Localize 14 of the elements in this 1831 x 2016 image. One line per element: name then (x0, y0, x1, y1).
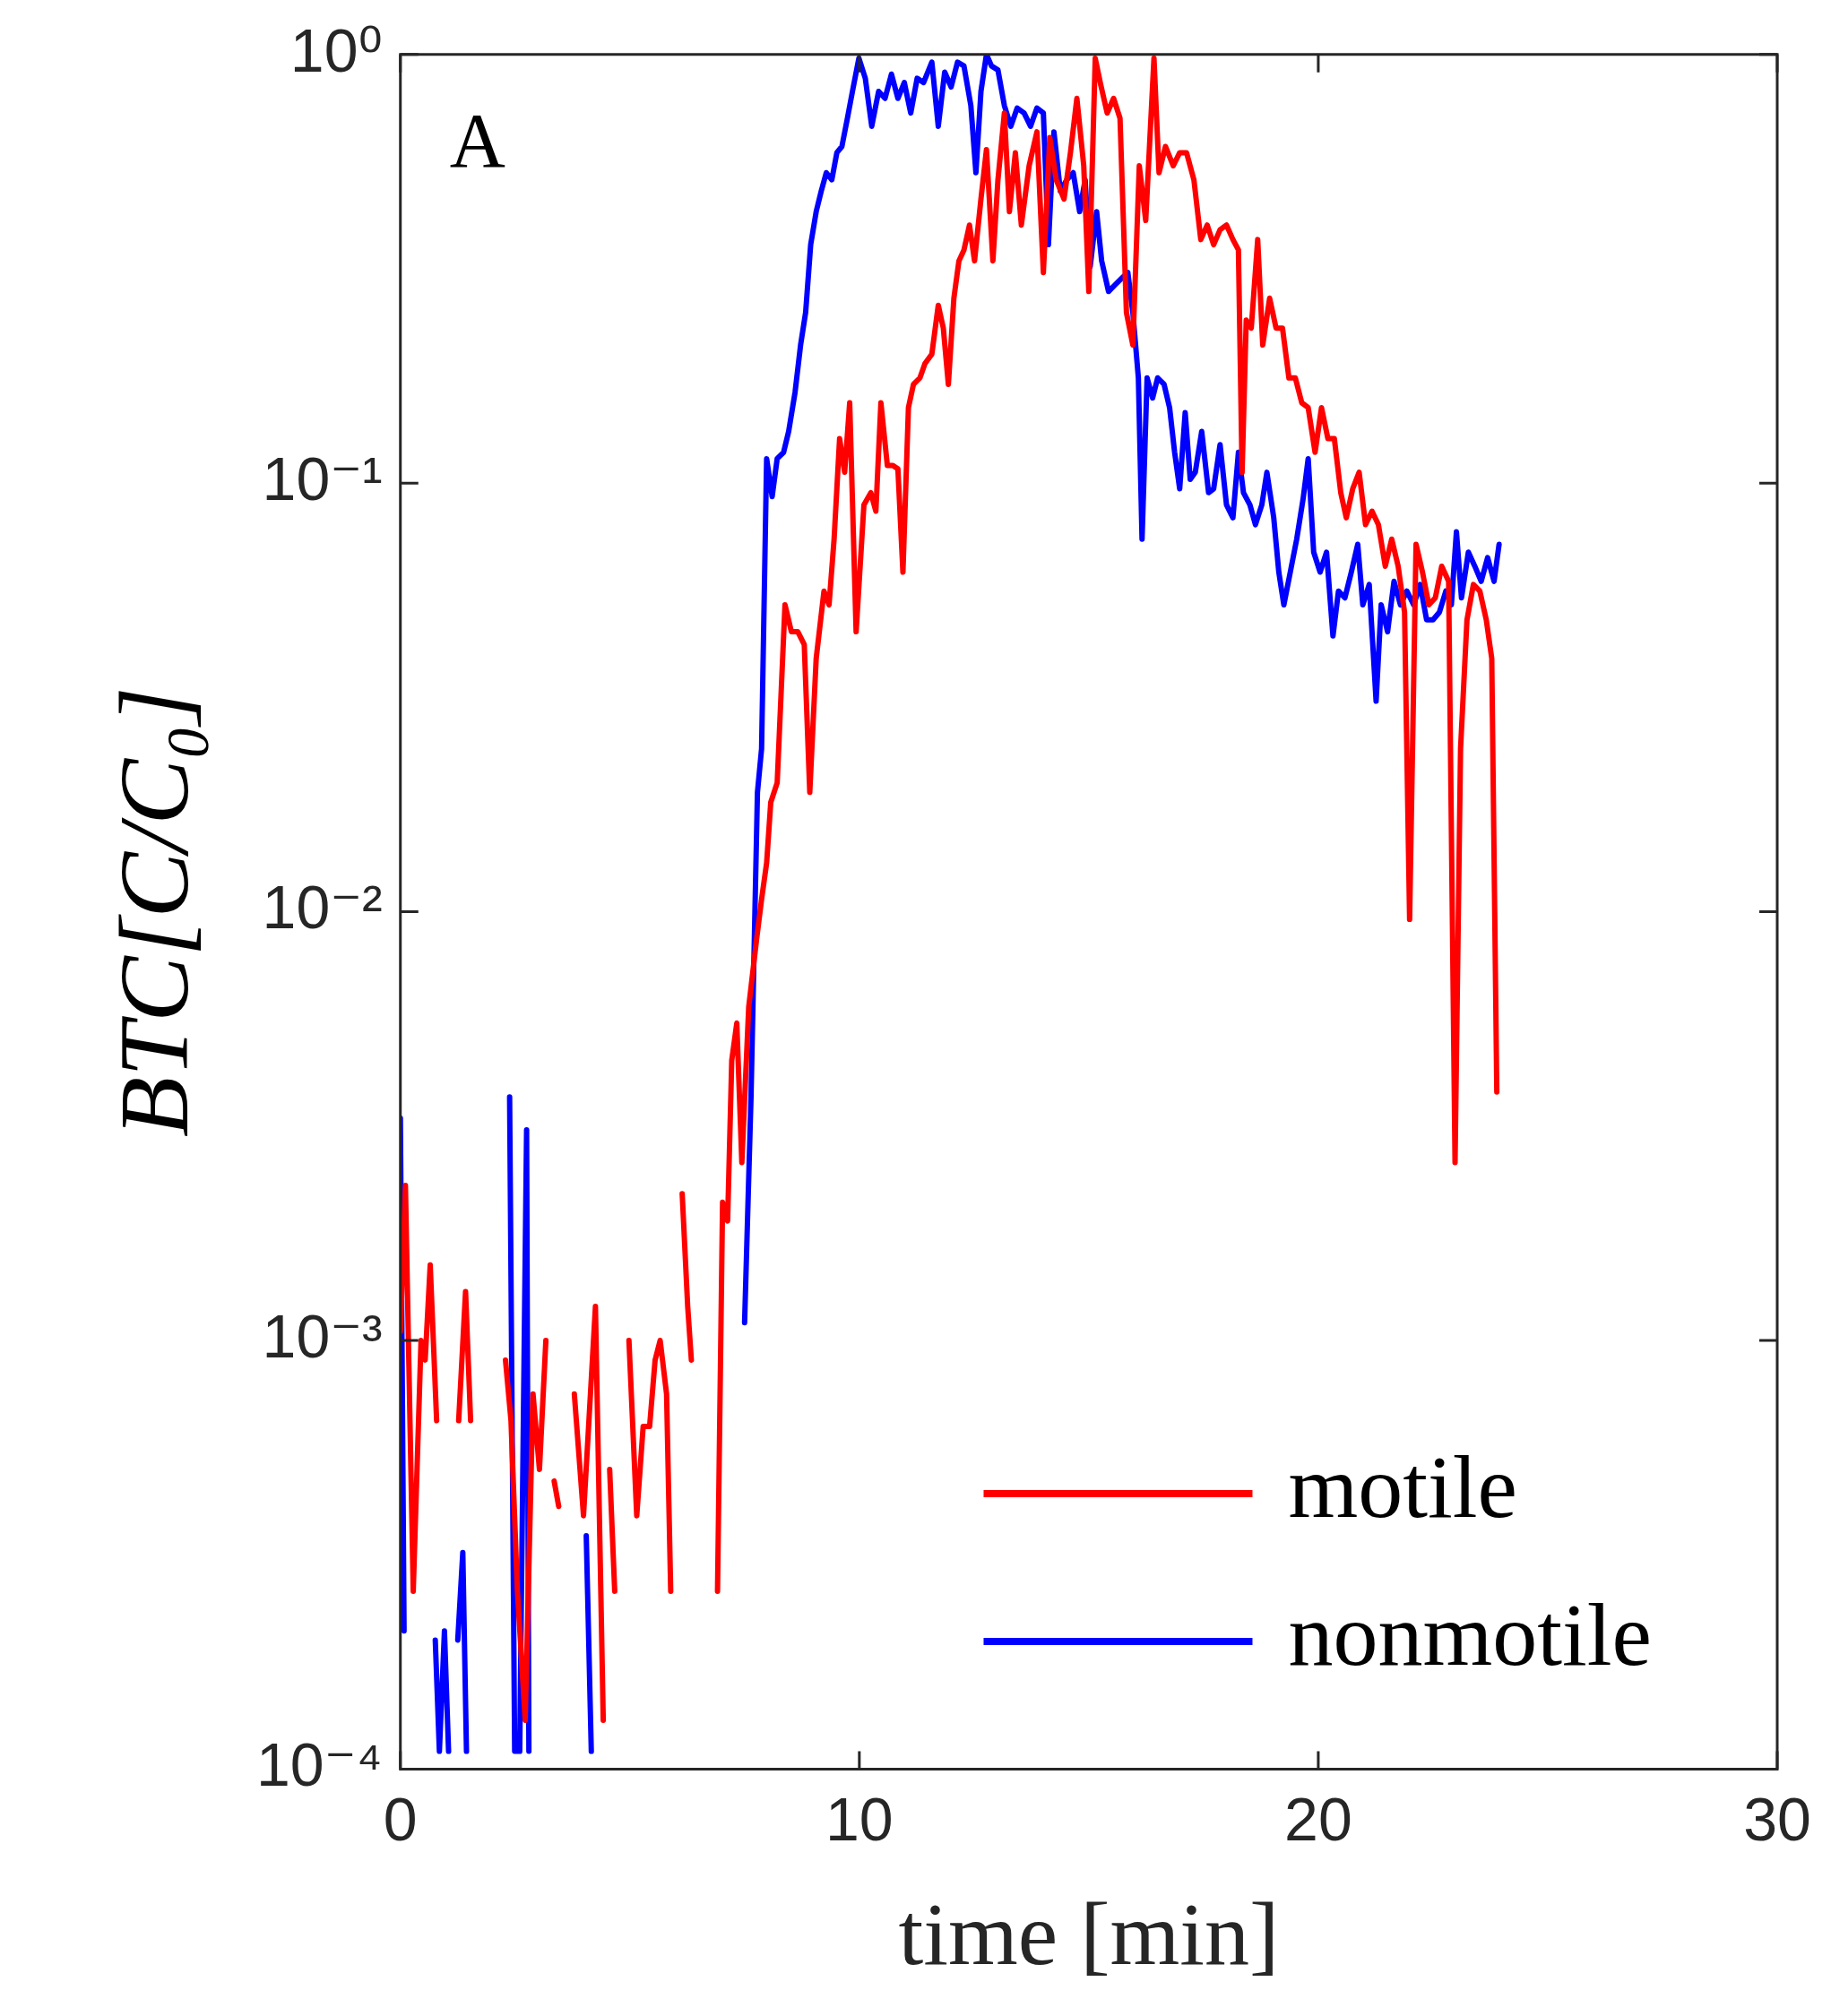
y-axis-title: BTC[C/C₀] (99, 686, 209, 1138)
y-tick-label: 10⁻¹ (262, 444, 383, 513)
legend-label: motile (1288, 1437, 1518, 1538)
y-tick-label: 10⁰ (289, 15, 383, 84)
x-tick-label: 0 (383, 1784, 418, 1853)
x-tick-label: 10 (825, 1784, 894, 1853)
y-tick-label: 10⁻³ (262, 1301, 383, 1370)
x-axis-title: time [min] (898, 1884, 1280, 1985)
legend-label: nonmotile (1288, 1585, 1653, 1685)
x-tick-label: 30 (1743, 1784, 1811, 1853)
x-tick-label: 20 (1284, 1784, 1352, 1853)
y-tick-label: 10⁻² (262, 873, 383, 942)
y-tick-label: 10⁻⁴ (256, 1730, 383, 1799)
annotation: A (449, 98, 505, 185)
